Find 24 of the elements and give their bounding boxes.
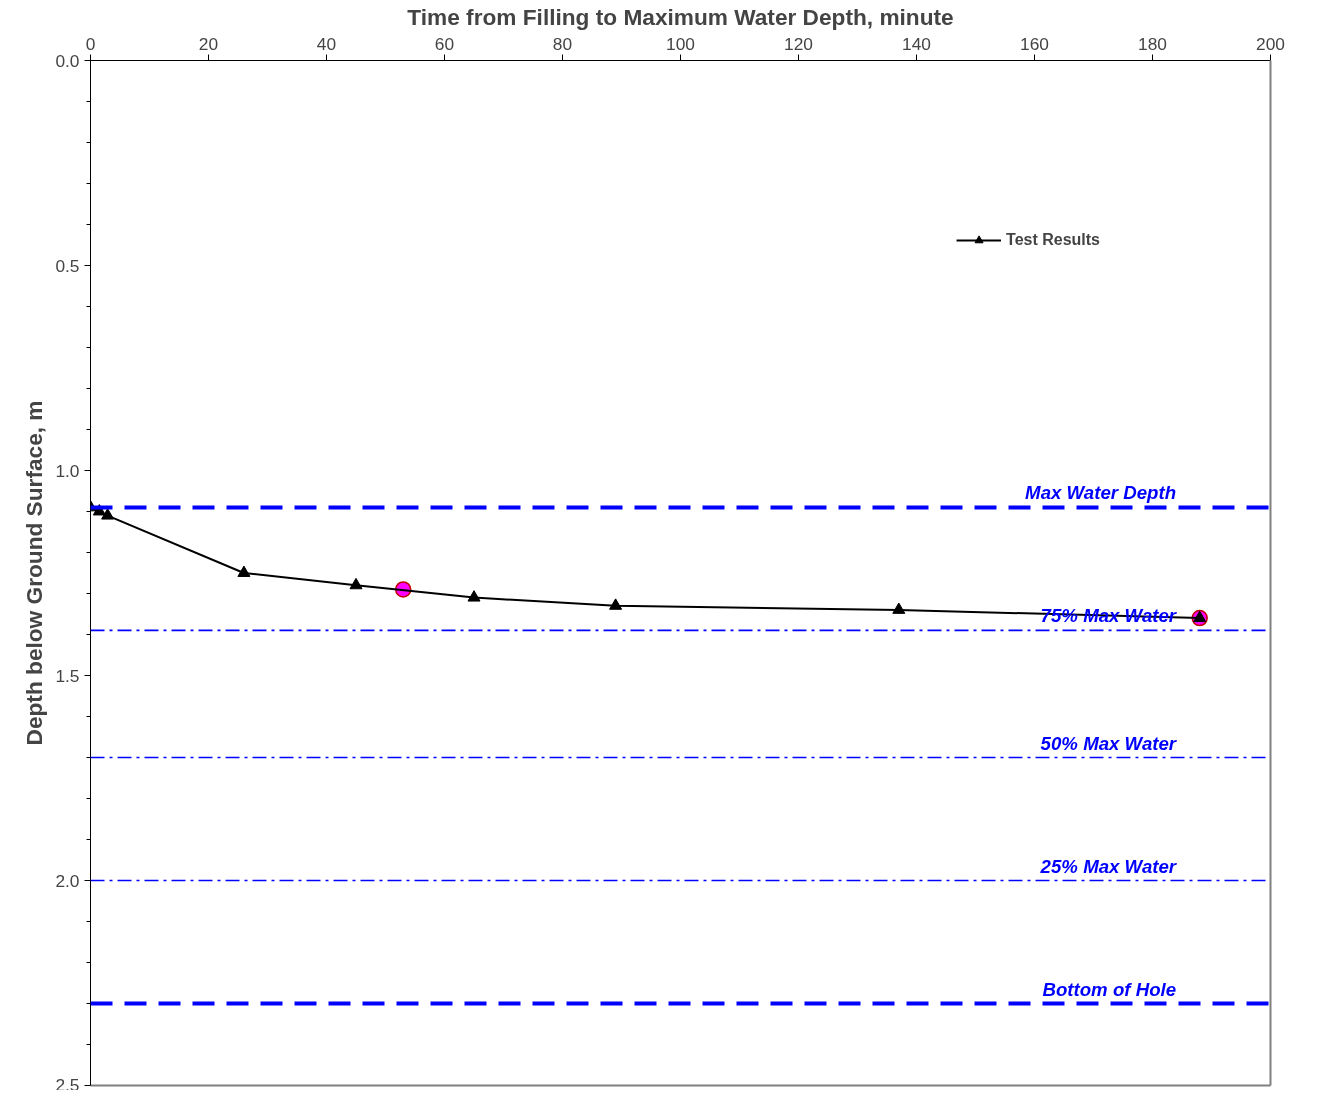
x-tick-label: 100 xyxy=(666,33,695,54)
x-tick-label: 200 xyxy=(1256,33,1285,54)
x-tick-label: 20 xyxy=(198,33,219,54)
legend-label: Test Results xyxy=(1006,231,1100,249)
y-axis-title: Depth below Ground Surface, m xyxy=(21,400,48,746)
x-tick-label: 160 xyxy=(1020,33,1049,54)
y-tick-label: 2.5 xyxy=(55,1074,80,1095)
ref-line-label: Max Water Depth xyxy=(1025,482,1177,504)
x-tick-label: 120 xyxy=(784,33,813,54)
x-tick-label: 0 xyxy=(85,33,96,54)
y-tick-label: 2.0 xyxy=(55,870,80,891)
y-tick-label: 1.5 xyxy=(55,665,80,686)
ref-line-label: 50% Max Water xyxy=(1040,732,1178,754)
y-tick-label: 1.0 xyxy=(55,460,80,481)
x-tick-label: 40 xyxy=(316,33,337,54)
x-tick-label: 80 xyxy=(552,33,573,54)
ref-line-label: 25% Max Water xyxy=(1039,855,1178,877)
x-tick-label: 60 xyxy=(434,33,455,54)
x-tick-label: 180 xyxy=(1138,33,1167,54)
x-axis-title: Time from Filling to Maximum Water Depth, minute xyxy=(407,3,954,30)
y-tick-label: 0.0 xyxy=(55,50,80,71)
ref-line-label: Bottom of Hole xyxy=(1042,978,1177,1000)
x-tick-label: 140 xyxy=(902,33,931,54)
y-tick-label: 0.5 xyxy=(55,255,80,276)
